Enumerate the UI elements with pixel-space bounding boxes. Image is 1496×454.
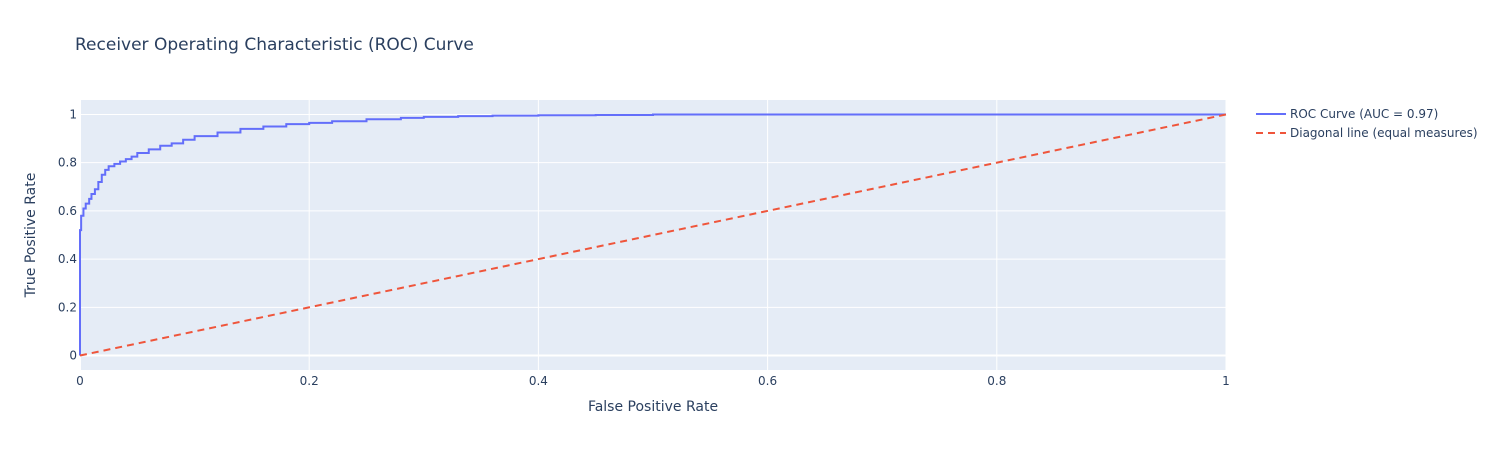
tick-labels: 0 0.2 0.4 0.6 0.8 1 0 0.2 0.4 0.6 0.8 1 <box>58 107 1230 388</box>
y-tick-label: 0.6 <box>58 204 77 218</box>
x-tick-label: 0.8 <box>987 374 1006 388</box>
legend-label-diagonal: Diagonal line (equal measures) <box>1290 126 1478 140</box>
x-tick-label: 0.4 <box>529 374 548 388</box>
y-tick-label: 0.2 <box>58 300 77 314</box>
x-tick-label: 1 <box>1222 374 1230 388</box>
y-tick-label: 0.4 <box>58 252 77 266</box>
y-tick-label: 0.8 <box>58 156 77 170</box>
legend[interactable]: ROC Curve (AUC = 0.97) Diagonal line (eq… <box>1256 107 1478 140</box>
legend-label-roc: ROC Curve (AUC = 0.97) <box>1290 107 1438 121</box>
legend-item-diagonal[interactable]: Diagonal line (equal measures) <box>1256 126 1478 140</box>
x-axis-title: False Positive Rate <box>588 399 718 415</box>
y-tick-label: 1 <box>69 107 77 121</box>
series-lines <box>79 113 1227 357</box>
roc-curve-line <box>79 113 1226 356</box>
x-tick-label: 0.6 <box>758 374 777 388</box>
chart-title: Receiver Operating Characteristic (ROC) … <box>75 35 474 55</box>
x-tick-label: 0.2 <box>300 374 319 388</box>
y-tick-label: 0 <box>69 349 77 363</box>
legend-item-roc[interactable]: ROC Curve (AUC = 0.97) <box>1256 107 1438 121</box>
plot-area <box>80 100 1226 370</box>
y-axis-title: True Positive Rate <box>23 173 39 299</box>
diagonal-reference-line <box>79 113 1227 357</box>
x-tick-label: 0 <box>76 374 84 388</box>
